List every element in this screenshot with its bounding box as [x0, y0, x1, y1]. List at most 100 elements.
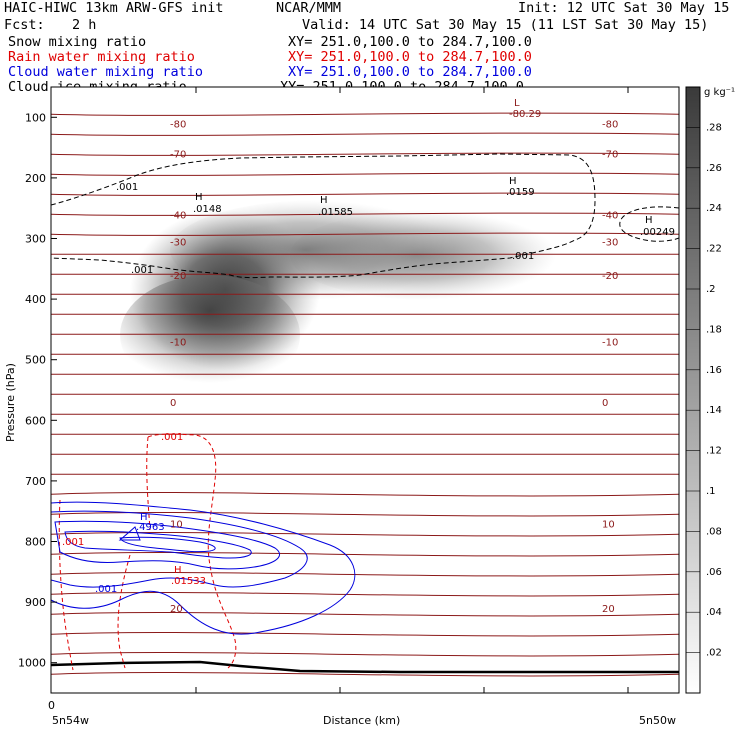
isotherm-label-right: 0	[602, 398, 608, 409]
contour-label: .001	[62, 537, 84, 548]
colorbar-unit: g kg⁻¹	[704, 87, 735, 98]
y-tick-label: 200	[25, 172, 46, 185]
field-xy-cloud-water: XY= 251.0,100.0 to 284.7,100.0	[288, 64, 532, 80]
isotherm-line	[51, 192, 679, 196]
isotherm-line	[51, 492, 679, 497]
y-axis-title: Pressure (hPa)	[4, 363, 17, 442]
x-axis-title: Distance (km)	[323, 714, 400, 727]
isotherm-label-left: 10	[170, 519, 183, 530]
isotherm-label-right: 20	[602, 604, 615, 615]
colorbar-tick-label: .08	[706, 526, 722, 537]
y-axis: 100 200 300 400 500 600 700 800 900 1000	[18, 111, 57, 670]
isotherm-line	[51, 552, 679, 557]
isotherm-lines	[51, 112, 679, 677]
contour-label: .001	[512, 251, 534, 262]
y-tick-label: 1000	[18, 657, 46, 670]
isotherm-line	[51, 212, 679, 216]
field-name-rain: Rain water mixing ratio	[8, 49, 195, 65]
isotherm-label-right: -30	[602, 238, 618, 249]
isotherm-line	[51, 532, 679, 537]
isotherm-line	[51, 572, 679, 577]
colorbar-tick-label: .24	[706, 203, 722, 214]
y-tick-label: 700	[25, 475, 46, 488]
forecast-hours: 2 h	[72, 17, 97, 33]
isotherm-line	[51, 671, 679, 677]
extrema-labels: L -80.29 H .0148 H .01585 H .0159 H .002…	[136, 98, 675, 587]
isotherm-label-right: -10	[602, 338, 618, 349]
field-xy-snow: XY= 251.0,100.0 to 284.7,100.0	[288, 34, 532, 50]
y-tick-label: 300	[25, 233, 46, 246]
isotherm-label-left: -30	[170, 238, 186, 249]
isotherm-line	[51, 152, 679, 156]
contour-label: .001	[131, 265, 153, 276]
isotherm-line	[51, 232, 679, 236]
colorbar-tick-label: .18	[706, 324, 722, 335]
plot-frame	[50, 86, 680, 694]
extremum-h-letter: H	[174, 565, 182, 576]
model-title: HAIC-HIWC 13km ARW-GFS init	[4, 0, 224, 16]
isotherm-label-left: -80	[170, 119, 186, 130]
isotherm-line	[51, 592, 679, 597]
contour-label: .001	[95, 584, 117, 595]
isotherm-label-left: -40	[170, 210, 186, 221]
x-zero-label: 0	[48, 699, 55, 712]
extremum-h-value: .0159	[506, 187, 535, 198]
cloud-ice-contour-right	[619, 206, 679, 242]
extremum-h-letter: H	[140, 512, 148, 523]
isotherm-line	[51, 112, 679, 116]
isotherm-label-left: -10	[170, 338, 186, 349]
y-tick-label: 100	[25, 111, 46, 124]
center-label: NCAR/MMM	[276, 0, 342, 16]
plot-area	[51, 87, 679, 693]
y-tick-label: 500	[25, 354, 46, 367]
extremum-h-value: .01533	[171, 576, 206, 587]
colorbar-tick-label: .16	[706, 365, 722, 376]
snow-shading	[120, 200, 570, 395]
rain-water-contours	[58, 433, 237, 671]
isotherm-label-left: -20	[170, 271, 186, 282]
y-tick-label: 400	[25, 293, 46, 306]
init-time: Init: 12 UTC Sat 30 May 15	[518, 0, 730, 16]
colorbar-tick-label: .14	[706, 405, 722, 416]
isotherm-line	[51, 611, 679, 617]
extremum-h-letter: H	[509, 176, 517, 187]
colorbar-tick-label: .22	[706, 244, 722, 255]
extremum-h-letter: H	[320, 195, 328, 206]
isotherm-label-right: -80	[602, 119, 618, 130]
valid-time: Valid: 14 UTC Sat 30 May 15 (11 LST Sat …	[302, 17, 709, 33]
y-tick-label: 900	[25, 596, 46, 609]
isotherm-label-left: 20	[170, 604, 183, 615]
isotherm-line	[51, 132, 679, 136]
colorbar-tick-label: .04	[706, 607, 722, 618]
isotherm-label-left: 0	[170, 398, 176, 409]
isotherm-labels: -80 -80 -70 -70 -40 -40 -30 -30 -20 -20 -10 -10 0 0 10…	[170, 119, 618, 615]
x-start-label: 5n54w	[52, 714, 89, 727]
extremum-low-letter: L	[514, 98, 520, 109]
y-tick-label: 800	[25, 536, 46, 549]
isotherm-label-right: -70	[602, 150, 618, 161]
terrain-line	[51, 660, 679, 674]
colorbar-fill	[685, 86, 701, 694]
colorbar-tick-label: .26	[706, 163, 722, 174]
extremum-h-value: .00249	[640, 227, 675, 238]
colorbar-tick-label: .2	[706, 284, 716, 295]
extremum-h-value: .4963	[136, 522, 165, 533]
extremum-low-value: -80.29	[509, 109, 541, 120]
x-axis	[195, 87, 629, 693]
extremum-h-letter: H	[195, 192, 203, 203]
isotherm-label-right: -20	[602, 271, 618, 282]
isotherm-label-right: -40	[602, 210, 618, 221]
x-end-label: 5n50w	[639, 714, 676, 727]
isotherm-line	[51, 651, 679, 657]
y-tick-label: 600	[25, 414, 46, 427]
isotherm-label-left: -70	[170, 150, 186, 161]
isotherm-label-right: 10	[602, 519, 615, 530]
colorbar: .02 .04 .06 .08 .1 .12 .14 .16 .18 .2 .22 .24 .26 .28…	[685, 86, 735, 694]
contour-label: .001	[116, 182, 138, 193]
extremum-h-value: .0148	[193, 204, 222, 215]
cloud-water-contours	[51, 501, 356, 635]
field-xy-rain: XY= 251.0,100.0 to 284.7,100.0	[288, 49, 532, 65]
contour-label: .001	[161, 432, 183, 443]
colorbar-tick-label: .12	[706, 446, 722, 457]
